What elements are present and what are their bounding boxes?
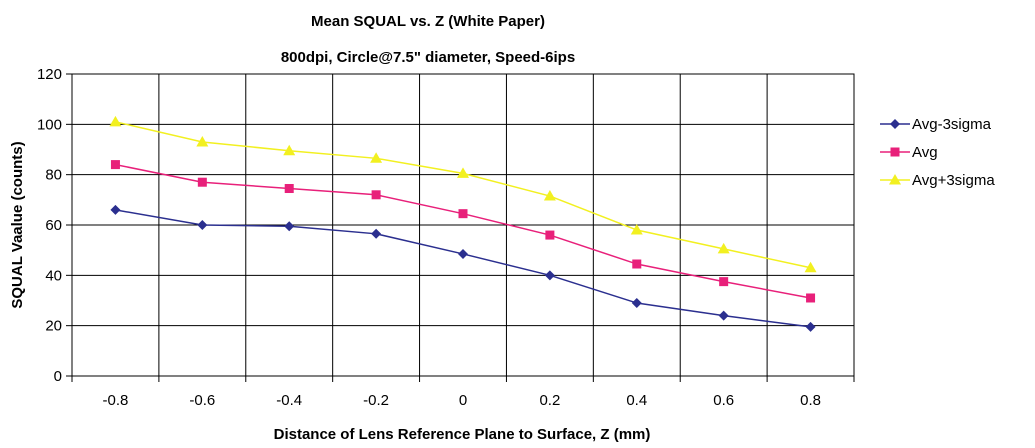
legend: Avg-3sigma Avg Avg+3sigma xyxy=(880,116,995,189)
data-point xyxy=(458,209,468,219)
y-tick-label: 60 xyxy=(45,217,62,234)
data-point xyxy=(717,242,730,254)
x-tick-label: -0.8 xyxy=(103,392,129,409)
data-point xyxy=(284,184,294,194)
data-point xyxy=(457,167,469,178)
chart-subtitle: 800dpi, Circle@7.5" diameter, Speed-6ips xyxy=(281,49,575,66)
data-point xyxy=(197,177,207,187)
series-line xyxy=(115,209,811,328)
chart-title: Mean SQUAL vs. Z (White Paper) xyxy=(311,13,545,30)
y-tick-label: 80 xyxy=(45,167,62,184)
data-point xyxy=(197,220,208,230)
x-tick-label: -0.2 xyxy=(363,392,389,409)
y-tick-label: 100 xyxy=(37,116,62,133)
data-point xyxy=(110,204,121,215)
data-point xyxy=(544,270,555,281)
x-axis-label: Distance of Lens Reference Plane to Surf… xyxy=(274,426,651,443)
legend-marker xyxy=(890,119,900,129)
legend-label: Avg-3sigma xyxy=(912,116,992,133)
y-axis-ticks: 0 20 40 60 80 100 120 xyxy=(37,66,72,385)
legend-marker xyxy=(890,147,900,157)
x-tick-label: -0.6 xyxy=(189,392,215,409)
legend-entry: Avg+3sigma xyxy=(880,172,995,189)
data-point xyxy=(632,259,642,269)
y-tick-label: 0 xyxy=(54,368,62,385)
data-point xyxy=(545,230,555,240)
data-point xyxy=(283,144,296,156)
data-point xyxy=(110,160,120,170)
y-axis-label: SQUAL Vaalue (counts) xyxy=(9,141,26,308)
data-point xyxy=(804,261,817,273)
x-tick-label: 0 xyxy=(459,392,467,409)
x-tick-label: -0.4 xyxy=(276,392,302,409)
x-axis-ticks: -0.8 -0.6 -0.4 -0.2 0 0.2 0.4 0.6 0.8 xyxy=(71,376,855,409)
y-tick-label: 20 xyxy=(45,318,62,335)
data-point xyxy=(371,190,381,200)
series-line xyxy=(115,163,811,299)
legend-marker xyxy=(889,174,901,185)
series-avg-3sigma xyxy=(109,115,817,273)
x-tick-label: 0.6 xyxy=(713,392,734,409)
y-tick-label: 120 xyxy=(37,66,62,83)
data-point xyxy=(284,221,295,232)
data-point xyxy=(805,321,816,332)
data-point xyxy=(806,293,816,303)
data-point xyxy=(370,152,383,163)
x-tick-label: 0.2 xyxy=(539,392,560,409)
data-point xyxy=(630,224,643,235)
series-line xyxy=(115,121,811,269)
data-point xyxy=(109,115,122,127)
legend-label: Avg+3sigma xyxy=(912,172,995,189)
data-point xyxy=(196,135,209,147)
legend-label: Avg xyxy=(912,144,938,161)
series-avg-3sigma xyxy=(110,204,816,332)
data-point xyxy=(371,228,382,239)
grid-lines xyxy=(72,74,854,376)
legend-entry: Avg xyxy=(880,144,938,161)
data-point xyxy=(543,190,556,201)
legend-entry: Avg-3sigma xyxy=(880,116,992,133)
x-tick-label: 0.8 xyxy=(800,392,821,409)
y-tick-label: 40 xyxy=(45,267,62,284)
data-point xyxy=(631,298,642,309)
data-point xyxy=(719,277,729,287)
x-tick-label: 0.4 xyxy=(626,392,647,409)
series-avg xyxy=(110,160,816,303)
data-point xyxy=(718,310,729,321)
data-point xyxy=(458,248,468,259)
series-layer xyxy=(109,115,817,332)
